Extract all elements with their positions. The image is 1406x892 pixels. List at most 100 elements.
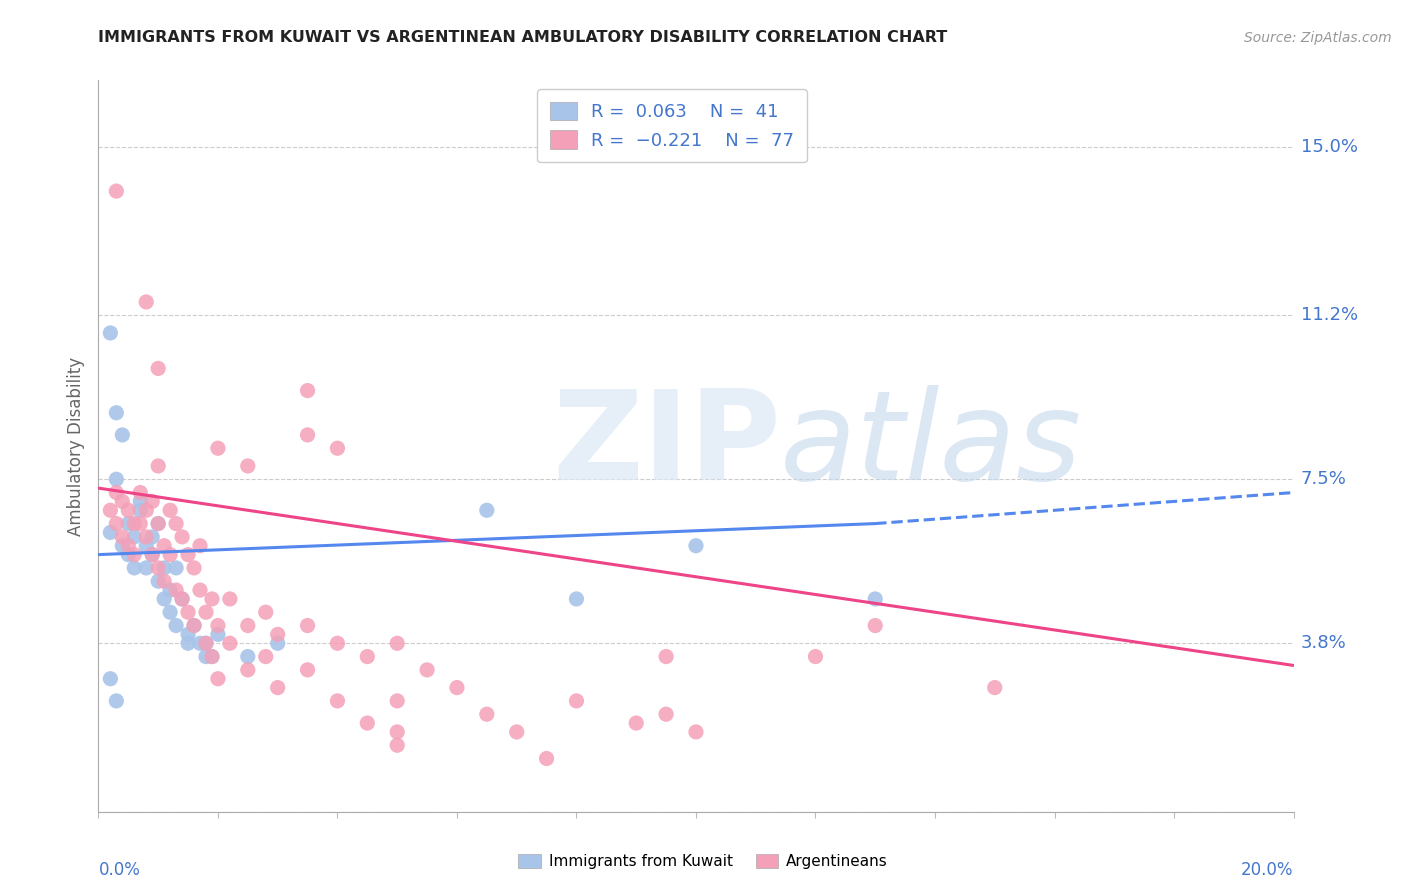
Point <box>385 636 409 650</box>
Point <box>165 561 187 575</box>
Point <box>172 591 194 606</box>
Point <box>188 583 211 598</box>
Point <box>177 605 200 619</box>
Point <box>236 458 259 473</box>
Point <box>105 184 128 198</box>
Point <box>153 591 176 606</box>
Point <box>159 605 181 619</box>
Point <box>177 636 200 650</box>
Point <box>148 361 170 376</box>
Point <box>105 485 128 500</box>
Point <box>124 516 146 531</box>
Point <box>135 503 157 517</box>
Point <box>135 539 157 553</box>
Point <box>506 725 529 739</box>
Point <box>983 681 1005 695</box>
Point <box>183 618 205 632</box>
Point <box>172 530 194 544</box>
Point <box>326 694 349 708</box>
Point <box>536 751 558 765</box>
Text: 20.0%: 20.0% <box>1241 861 1294 879</box>
Point <box>385 694 409 708</box>
Point <box>804 649 827 664</box>
Text: 15.0%: 15.0% <box>1301 137 1358 156</box>
Y-axis label: Ambulatory Disability: Ambulatory Disability <box>67 357 86 535</box>
Point <box>326 441 349 455</box>
Point <box>117 548 139 562</box>
Text: 7.5%: 7.5% <box>1301 470 1347 488</box>
Point <box>98 525 122 540</box>
Point <box>865 591 887 606</box>
Text: 11.2%: 11.2% <box>1301 306 1358 324</box>
Point <box>297 428 319 442</box>
Point <box>201 591 224 606</box>
Point <box>177 627 200 641</box>
Point <box>159 548 181 562</box>
Point <box>194 605 218 619</box>
Point <box>685 539 707 553</box>
Point <box>141 530 163 544</box>
Point <box>111 494 134 508</box>
Point <box>98 503 122 517</box>
Point <box>159 503 181 517</box>
Text: atlas: atlas <box>779 385 1081 507</box>
Point <box>194 649 218 664</box>
Point <box>565 694 588 708</box>
Point <box>624 716 647 731</box>
Point <box>297 384 319 398</box>
Point <box>207 627 229 641</box>
Point <box>105 406 128 420</box>
Point <box>267 681 290 695</box>
Point <box>172 591 194 606</box>
Point <box>135 530 157 544</box>
Point <box>165 516 187 531</box>
Point <box>326 636 349 650</box>
Point <box>117 516 139 531</box>
Point <box>183 618 205 632</box>
Point <box>207 672 229 686</box>
Point <box>565 591 588 606</box>
Point <box>188 636 211 650</box>
Point <box>141 494 163 508</box>
Text: ZIP: ZIP <box>553 385 782 507</box>
Point <box>297 618 319 632</box>
Point <box>475 503 498 517</box>
Point <box>267 627 290 641</box>
Point <box>194 636 218 650</box>
Point <box>105 516 128 531</box>
Point <box>153 574 176 589</box>
Legend: Immigrants from Kuwait, Argentineans: Immigrants from Kuwait, Argentineans <box>512 848 894 875</box>
Point <box>165 618 187 632</box>
Point <box>254 605 277 619</box>
Point <box>183 561 205 575</box>
Point <box>655 707 678 722</box>
Point <box>159 583 181 598</box>
Point <box>356 649 378 664</box>
Point <box>475 707 498 722</box>
Point <box>124 561 146 575</box>
Point <box>201 649 224 664</box>
Point <box>111 539 134 553</box>
Point <box>117 503 139 517</box>
Point <box>148 516 170 531</box>
Point <box>385 725 409 739</box>
Point <box>194 636 218 650</box>
Point <box>685 725 707 739</box>
Point <box>207 618 229 632</box>
Point <box>219 591 242 606</box>
Point <box>153 539 176 553</box>
Point <box>385 738 409 752</box>
Point <box>153 561 176 575</box>
Point <box>165 583 187 598</box>
Point <box>117 539 139 553</box>
Point <box>148 516 170 531</box>
Point <box>98 672 122 686</box>
Text: Source: ZipAtlas.com: Source: ZipAtlas.com <box>1244 30 1392 45</box>
Point <box>267 636 290 650</box>
Point <box>148 574 170 589</box>
Point <box>297 663 319 677</box>
Text: IMMIGRANTS FROM KUWAIT VS ARGENTINEAN AMBULATORY DISABILITY CORRELATION CHART: IMMIGRANTS FROM KUWAIT VS ARGENTINEAN AM… <box>98 29 948 45</box>
Point <box>236 618 259 632</box>
Point <box>188 539 211 553</box>
Point <box>129 516 152 531</box>
